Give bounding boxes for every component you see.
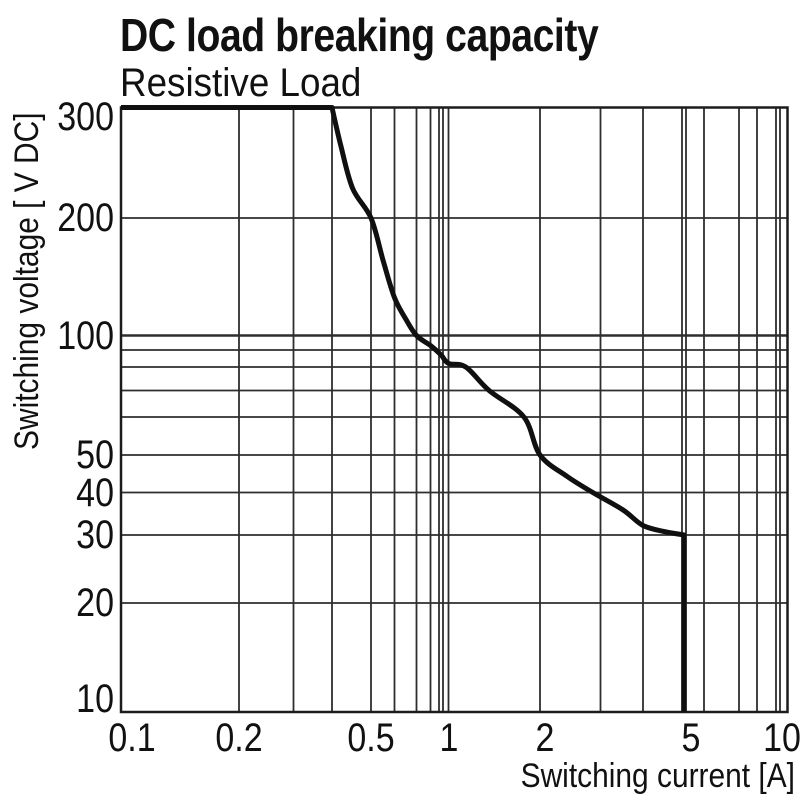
breaking-capacity-curve [121,105,687,712]
y-tick-label-30: 30 [76,513,114,557]
y-tick-label-200: 200 [57,196,114,240]
gridlines [121,107,788,712]
y-tick-label-40: 40 [76,470,114,515]
x-tick-label-0.1: 0.1 [108,716,156,760]
y-tick-label-100: 100 [57,313,114,358]
y-axis-title: Switching voltage [ V DC] [8,112,46,450]
y-tick-label-50: 50 [76,433,114,477]
x-axis-title: Switching current [A] [520,757,795,795]
x-tick-label-1: 1 [439,716,458,760]
chart-title: DC load breaking capacity [120,9,599,61]
plot-border [119,106,789,714]
x-tick-label-10: 10 [762,716,800,760]
x-tick-label-0.2: 0.2 [215,716,263,760]
x-tick-label-5: 5 [681,716,701,760]
y-tick-label-10: 10 [76,677,114,721]
x-tick-label-2: 2 [535,716,555,760]
y-tick-label-300: 300 [57,94,114,139]
y-tick-label-20: 20 [76,581,114,625]
chart-subtitle: Resistive Load [120,61,362,105]
x-tick-label-0.5: 0.5 [347,716,395,760]
